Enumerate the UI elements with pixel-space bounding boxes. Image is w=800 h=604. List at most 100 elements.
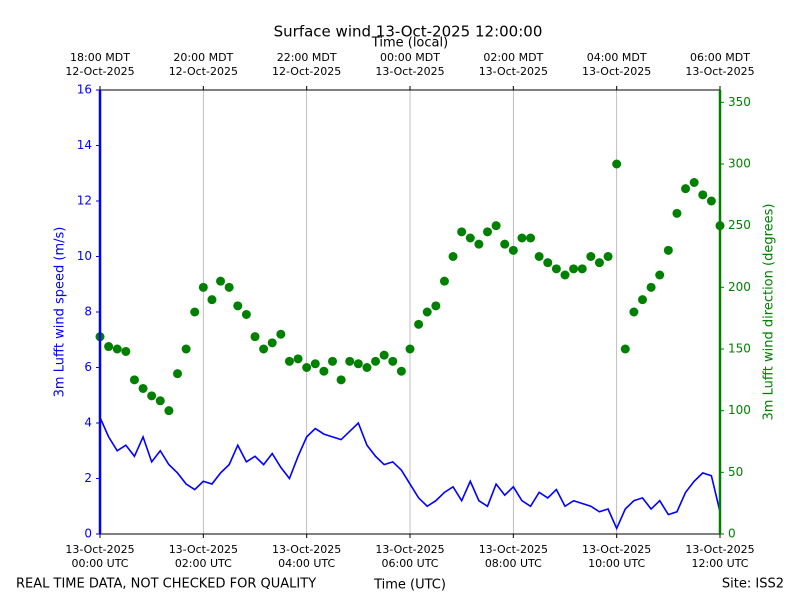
direction-point xyxy=(302,363,312,372)
direction-point xyxy=(129,375,139,385)
x2-tick-label: 02:00 MDT 13-Oct-2025 xyxy=(479,51,548,78)
direction-point xyxy=(396,366,406,376)
direction-point xyxy=(276,329,286,339)
direction-point xyxy=(629,307,639,317)
direction-point xyxy=(207,295,217,305)
direction-point xyxy=(681,184,691,194)
direction-point xyxy=(362,363,372,372)
y2-tick-label: 350 xyxy=(728,95,751,109)
x2-tick-label: 18:00 MDT 12-Oct-2025 xyxy=(65,51,134,78)
direction-point xyxy=(328,356,337,366)
direction-point xyxy=(336,375,346,385)
direction-point xyxy=(491,221,501,231)
direction-point xyxy=(138,383,148,393)
y-tick-label: 4 xyxy=(84,416,92,430)
direction-point xyxy=(457,227,467,237)
direction-point xyxy=(164,406,174,416)
direction-point xyxy=(353,359,363,369)
x-axis-label: Time (UTC) xyxy=(373,578,446,593)
direction-point xyxy=(534,252,544,261)
direction-point xyxy=(663,245,673,255)
direction-point xyxy=(147,391,157,401)
y2-tick-label: 250 xyxy=(728,218,751,232)
direction-point xyxy=(698,190,708,200)
x2-tick-label: 20:00 MDT 12-Oct-2025 xyxy=(169,51,238,78)
direction-point xyxy=(465,233,475,243)
y2-tick-label: 200 xyxy=(728,280,751,294)
direction-point xyxy=(198,282,208,292)
direction-point xyxy=(250,332,260,342)
y2-tick-label: 300 xyxy=(728,157,751,171)
y-tick-label: 8 xyxy=(84,305,92,319)
direction-point xyxy=(293,354,303,364)
direction-point xyxy=(612,159,622,169)
y2-axis-label: 3m Lufft wind direction (degrees) xyxy=(762,204,777,421)
direction-point xyxy=(241,309,251,319)
direction-point xyxy=(526,233,536,243)
x-tick-label: 13-Oct-2025 06:00 UTC xyxy=(375,543,444,570)
direction-point xyxy=(121,346,131,356)
direction-point xyxy=(431,301,441,311)
y-tick-label: 6 xyxy=(84,360,92,374)
y-axis-label: 3m Lufft wind speed (m/s) xyxy=(53,227,68,398)
direction-point xyxy=(603,252,613,261)
x2-axis-label: Time (local) xyxy=(371,36,448,51)
direction-point xyxy=(190,307,200,317)
direction-point xyxy=(104,342,114,352)
chart-title: Surface wind 13-Oct-2025 12:00:00 xyxy=(274,23,543,41)
y-tick-label: 16 xyxy=(77,83,92,97)
direction-point xyxy=(560,270,570,280)
y-tick-label: 10 xyxy=(77,249,92,263)
direction-point xyxy=(672,208,682,218)
direction-point xyxy=(594,258,604,268)
site-label: Site: ISS2 xyxy=(722,577,784,592)
footer-note: REAL TIME DATA, NOT CHECKED FOR QUALITY xyxy=(16,577,316,592)
direction-point xyxy=(586,252,596,261)
direction-point xyxy=(569,264,579,274)
x2-tick-label: 00:00 MDT 13-Oct-2025 xyxy=(375,51,444,78)
speed-line xyxy=(99,417,721,531)
direction-point xyxy=(414,319,424,329)
direction-point xyxy=(112,344,122,354)
y-tick-label: 12 xyxy=(77,194,92,208)
direction-point xyxy=(284,356,294,366)
direction-point xyxy=(259,344,269,354)
direction-point xyxy=(181,344,191,354)
x-tick-label: 13-Oct-2025 12:00 UTC xyxy=(685,543,754,570)
direction-point xyxy=(224,282,234,292)
direction-point xyxy=(474,239,484,249)
direction-point xyxy=(379,350,389,360)
y2-tick-label: 50 xyxy=(728,465,743,479)
y2-tick-label: 150 xyxy=(728,342,751,356)
x2-tick-label: 22:00 MDT 12-Oct-2025 xyxy=(272,51,341,78)
x-tick-label: 13-Oct-2025 02:00 UTC xyxy=(169,543,238,570)
direction-point xyxy=(310,359,320,369)
direction-point xyxy=(543,258,553,268)
direction-point xyxy=(620,344,630,354)
direction-point xyxy=(319,366,329,376)
direction-point xyxy=(508,245,518,255)
direction-point xyxy=(439,276,449,286)
direction-point xyxy=(267,338,277,348)
direction-point xyxy=(706,196,716,206)
y-tick-label: 0 xyxy=(84,527,92,541)
direction-point xyxy=(483,227,492,237)
direction-point xyxy=(655,270,665,280)
y-tick-label: 14 xyxy=(77,138,92,152)
direction-point xyxy=(422,307,432,317)
direction-point xyxy=(577,264,587,274)
direction-point xyxy=(345,356,355,366)
direction-point xyxy=(551,264,561,274)
direction-point xyxy=(500,239,510,249)
x2-tick-label: 06:00 MDT 13-Oct-2025 xyxy=(685,51,754,78)
x-tick-label: 13-Oct-2025 04:00 UTC xyxy=(272,543,341,570)
direction-point xyxy=(371,356,381,366)
x-tick-label: 13-Oct-2025 00:00 UTC xyxy=(65,543,134,570)
direction-point xyxy=(233,301,243,311)
direction-point xyxy=(216,276,226,286)
x-tick-label: 13-Oct-2025 10:00 UTC xyxy=(582,543,651,570)
y2-tick-label: 100 xyxy=(728,403,751,417)
x-tick-label: 13-Oct-2025 08:00 UTC xyxy=(479,543,548,570)
